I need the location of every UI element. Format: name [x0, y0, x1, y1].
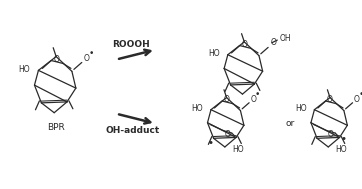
Text: OH-adduct: OH-adduct	[106, 126, 160, 135]
Text: HO: HO	[208, 49, 220, 58]
Text: O: O	[271, 38, 277, 47]
Text: O: O	[251, 95, 256, 104]
Text: •: •	[340, 134, 346, 144]
Text: O: O	[328, 130, 334, 139]
Text: ROOOH: ROOOH	[112, 40, 150, 49]
Text: HO: HO	[232, 145, 243, 154]
Text: OH: OH	[280, 34, 292, 43]
Text: or: or	[286, 119, 295, 128]
Text: •: •	[207, 139, 213, 149]
Text: HO: HO	[295, 104, 307, 113]
Text: O: O	[53, 55, 59, 64]
Text: O: O	[224, 130, 230, 139]
Text: BPR: BPR	[47, 123, 65, 132]
Text: •: •	[255, 91, 261, 99]
Text: •: •	[358, 91, 362, 99]
Text: O: O	[84, 54, 90, 63]
Text: •: •	[89, 49, 94, 58]
Text: HO: HO	[335, 145, 347, 154]
Text: O: O	[327, 95, 333, 104]
Text: O: O	[241, 40, 247, 49]
Text: O: O	[223, 95, 230, 104]
Text: HO: HO	[18, 65, 30, 74]
Text: HO: HO	[191, 104, 203, 113]
Text: O: O	[354, 95, 360, 104]
